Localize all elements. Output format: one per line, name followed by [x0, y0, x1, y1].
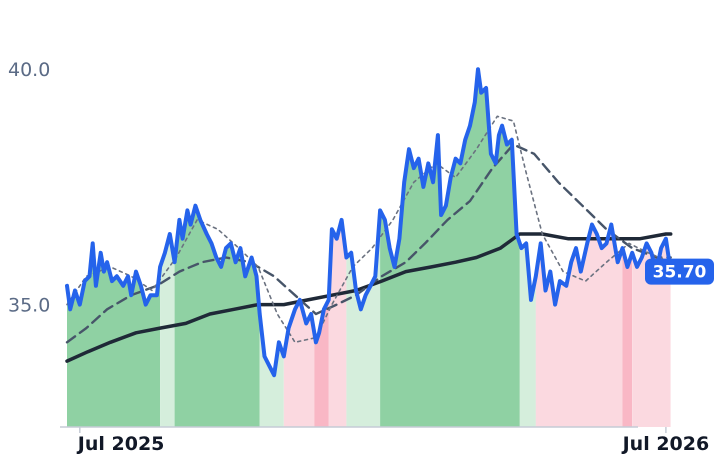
regime-band-3 — [259, 69, 284, 427]
regime-band-6 — [328, 69, 347, 427]
regime-band-4 — [283, 69, 315, 427]
regime-band-11 — [622, 69, 633, 427]
price-line — [65, 67, 673, 378]
regime-bands — [67, 69, 671, 427]
y-tick-label: 40.0 — [8, 59, 50, 81]
regime-band-5 — [314, 69, 329, 427]
y-axis-ticks: 35.0 40.0 — [8, 59, 50, 316]
long-moving-average-line — [65, 232, 673, 363]
x-axis-ticks: Jul 2025 Jul 2026 — [76, 427, 709, 455]
regime-band-9 — [519, 69, 536, 427]
regime-band-12 — [632, 69, 671, 427]
last-value-label: 35.70 — [653, 263, 707, 283]
regime-band-1 — [160, 69, 175, 427]
regime-band-10 — [535, 69, 623, 427]
last-value-badge — [645, 258, 714, 285]
price-series — [65, 67, 673, 378]
x-tick-label: Jul 2026 — [621, 433, 710, 455]
x-tick-label: Jul 2025 — [76, 433, 165, 455]
last-value-marker: 35.70 — [645, 258, 714, 285]
y-tick-label: 35.0 — [8, 295, 50, 317]
regime-band-0 — [67, 69, 161, 427]
regime-band-7 — [346, 69, 381, 427]
